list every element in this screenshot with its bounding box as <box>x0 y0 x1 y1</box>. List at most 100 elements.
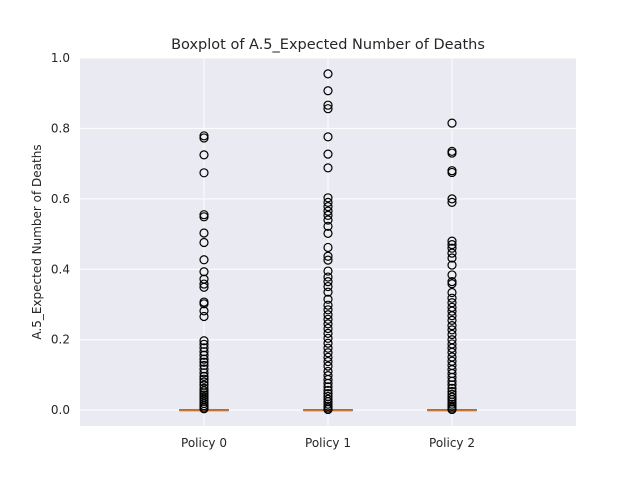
outlier-point <box>447 148 457 158</box>
y-tick-labels: 0.0 0.2 0.4 0.6 0.8 1.0 <box>51 51 70 417</box>
outlier-point <box>199 347 209 357</box>
outlier-point <box>199 377 209 387</box>
outlier-point <box>447 306 457 316</box>
outlier-point <box>199 343 209 353</box>
outlier-point <box>447 270 457 280</box>
outlier-point <box>447 293 457 303</box>
outlier-point <box>323 221 333 231</box>
outlier-point <box>447 260 457 270</box>
outlier-point <box>447 376 457 386</box>
outlier-point <box>447 243 457 253</box>
outlier-point <box>447 404 457 415</box>
outlier-point <box>199 150 209 160</box>
outlier-point <box>323 374 333 385</box>
outlier-point <box>199 364 209 374</box>
outlier-point <box>323 281 333 292</box>
outlier-point <box>323 361 333 371</box>
outlier-point <box>199 212 209 222</box>
outlier-point <box>447 372 457 383</box>
outlier-point <box>447 194 457 204</box>
outlier-point <box>323 210 333 221</box>
outlier-point <box>323 86 333 96</box>
outlier-point <box>323 69 333 79</box>
outlier-point <box>323 277 333 287</box>
outlier-point <box>323 255 333 265</box>
outlier-point <box>447 279 457 289</box>
outlier-point <box>199 360 209 371</box>
y-axis-title: A.5_Expected Number of Deaths <box>30 144 44 339</box>
outlier-point <box>199 374 209 384</box>
outlier-point <box>447 392 457 402</box>
y-tick-label: 0.8 <box>51 121 70 135</box>
outlier-point <box>199 255 209 265</box>
y-tick-label: 0.6 <box>51 192 70 206</box>
outlier-point <box>199 357 209 367</box>
outlier-point <box>447 253 457 263</box>
outlier-point <box>323 319 333 329</box>
outlier-point <box>323 104 333 114</box>
outlier-point <box>199 267 209 277</box>
outlier-point <box>323 385 333 396</box>
outlier-point <box>447 321 457 331</box>
outlier-point <box>323 197 333 207</box>
outlier-point <box>323 215 333 225</box>
chart-title: Boxplot of A.5_Expected Number of Deaths <box>171 37 485 53</box>
outlier-point <box>447 248 457 258</box>
outlier-point <box>199 299 209 309</box>
outlier-point <box>323 333 333 343</box>
outlier-point <box>323 287 333 297</box>
outlier-point <box>447 167 457 178</box>
outlier-point <box>323 163 333 173</box>
outlier-point <box>323 382 333 392</box>
x-tick-label: Policy 1 <box>305 436 351 450</box>
x-tick-label: Policy 2 <box>429 436 475 450</box>
outlier-point <box>199 279 209 289</box>
outlier-point <box>199 368 209 378</box>
y-tick-label: 0.2 <box>51 333 70 347</box>
outlier-point <box>323 314 333 324</box>
outlier-point <box>323 378 333 388</box>
x-tick-label: Policy 0 <box>181 436 227 450</box>
outlier-point <box>447 343 457 353</box>
outlier-point <box>323 202 333 212</box>
outlier-point <box>323 310 333 320</box>
outlier-point <box>199 336 209 346</box>
outlier-point <box>447 311 457 321</box>
x-tick-labels: Policy 0 Policy 1 Policy 2 <box>181 436 475 450</box>
outlier-point <box>323 394 333 404</box>
outlier-point <box>447 380 457 390</box>
outlier-point <box>447 236 457 246</box>
outlier-point <box>323 100 333 110</box>
outlier-point <box>323 338 333 348</box>
outlier-point <box>199 282 209 292</box>
outlier-point <box>199 306 209 316</box>
outlier-point <box>447 383 457 393</box>
outlier-point <box>323 242 333 253</box>
outlier-point <box>323 266 333 276</box>
outlier-point <box>199 350 209 360</box>
outlier-point <box>447 347 457 357</box>
outlier-point <box>323 348 333 358</box>
outlier-point <box>447 287 457 298</box>
outlier-point <box>447 325 457 335</box>
outlier-point <box>447 329 457 340</box>
outlier-point <box>323 251 333 261</box>
outlier-point <box>323 305 333 315</box>
outlier-point <box>323 300 333 310</box>
outlier-point <box>199 237 209 248</box>
outlier-point <box>199 168 209 178</box>
outlier-point <box>199 228 209 238</box>
outlier-point <box>447 315 457 325</box>
outlier-point <box>199 404 209 414</box>
outlier-point <box>323 206 333 216</box>
outlier-point <box>199 339 209 349</box>
outliers <box>199 69 457 415</box>
outlier-point <box>323 294 333 304</box>
outlier-point <box>323 323 333 334</box>
outlier-point <box>323 149 333 159</box>
outlier-point <box>199 383 209 393</box>
outlier-point <box>199 311 209 322</box>
outlier-point <box>199 371 209 381</box>
outlier-point <box>323 228 333 238</box>
